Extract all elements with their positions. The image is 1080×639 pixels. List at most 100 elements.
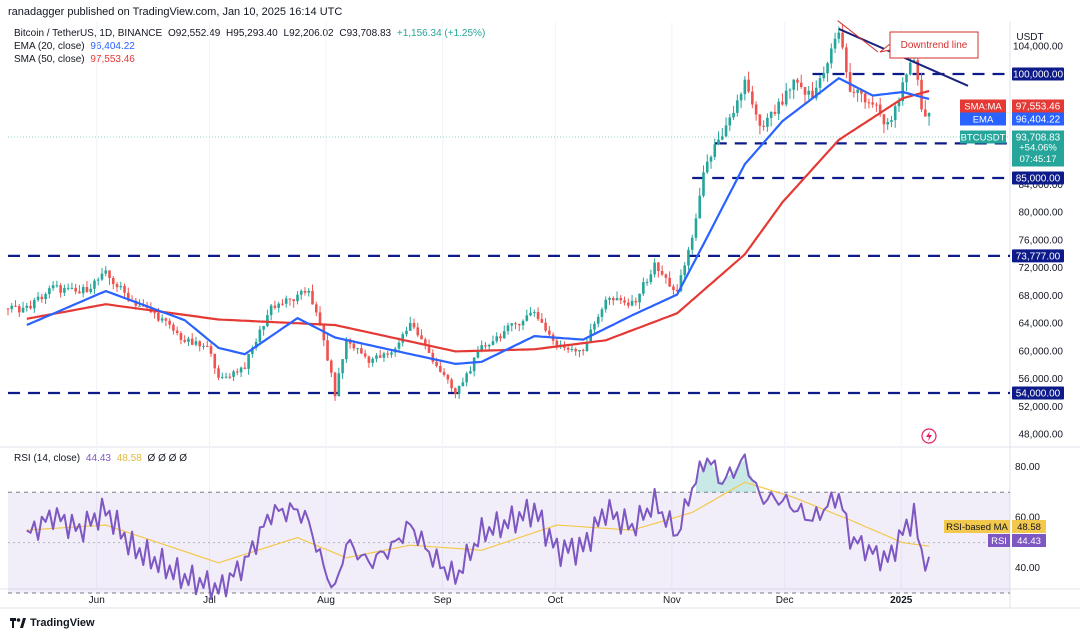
candle-body — [604, 299, 608, 310]
sma-legend[interactable]: SMA (50, close) 97,553.46 — [14, 54, 135, 65]
candle-body — [40, 296, 44, 300]
candle-body — [303, 290, 307, 293]
candle-body — [574, 349, 577, 352]
candle-body — [705, 161, 709, 173]
candle-body — [920, 79, 923, 110]
candle-body — [55, 285, 59, 287]
candle-body — [243, 367, 247, 369]
candle-body — [81, 286, 85, 294]
candle-body — [525, 315, 529, 321]
rsi-axis-tick: 40.00 — [1015, 563, 1040, 574]
candle-body — [412, 322, 416, 328]
candle-body — [168, 320, 171, 325]
candle-body — [401, 334, 405, 343]
symbol-name: Bitcoin / TetherUS, 1D, BINANCE — [14, 28, 163, 39]
ohlc-high: H95,293.40 — [226, 28, 278, 39]
candle-body — [29, 305, 32, 309]
candle-body — [679, 275, 683, 292]
level-tag — [1012, 67, 1064, 81]
price-tag-name: EMA — [973, 115, 994, 126]
candle-body — [119, 285, 123, 288]
publisher-line: ranadagger published on TradingView.com,… — [8, 6, 343, 18]
candle-body — [833, 38, 837, 49]
price-axis-tick: 52,000.00 — [1019, 402, 1064, 413]
candle-body — [897, 101, 901, 107]
price-axis-tick: 56,000.00 — [1019, 374, 1064, 385]
candle-body — [408, 322, 412, 331]
candle-body — [893, 106, 897, 121]
rsi-tag-name-bg — [988, 534, 1010, 547]
price-tag-value: 96,404.22 — [1016, 115, 1061, 126]
candle-body — [882, 114, 886, 125]
candle-body — [860, 89, 863, 94]
tradingview-logo[interactable]: TradingView — [10, 617, 95, 629]
candle-body — [510, 323, 514, 326]
candle-body — [499, 336, 502, 339]
candle-body — [611, 298, 615, 301]
candle-body — [427, 345, 431, 353]
candle-body — [36, 296, 40, 300]
x-axis-label: Sep — [434, 595, 452, 606]
rsi-ma-line — [26, 481, 930, 564]
price-tag-name-bg — [960, 99, 1006, 113]
candle-body — [465, 373, 468, 383]
currency-label: USDT — [1016, 32, 1043, 43]
candle-body — [822, 73, 826, 79]
candle-body — [85, 286, 89, 292]
candle-body — [814, 87, 818, 99]
ohlc-low: L92,206.02 — [283, 28, 334, 39]
candle-body — [724, 125, 728, 137]
candle-body — [660, 270, 664, 275]
candle-body — [217, 368, 220, 378]
candle-body — [698, 195, 702, 219]
level-tag-label: 54,000.00 — [1016, 388, 1061, 399]
rsi-tag-value-bg — [1012, 534, 1046, 547]
rsi-tag-value: 44.43 — [1017, 536, 1041, 547]
candle-body — [769, 111, 773, 118]
candle-body — [837, 32, 841, 39]
candle-body — [788, 89, 792, 91]
rsi-extra-values: Ø Ø Ø Ø — [147, 453, 187, 464]
ema-legend[interactable]: EMA (20, close) 96,404.22 — [14, 41, 135, 52]
candle-body — [330, 360, 333, 373]
candle-body — [781, 101, 784, 105]
candle-body — [284, 298, 288, 304]
candle-body — [469, 371, 472, 374]
candle-body — [484, 345, 487, 347]
candle-body — [251, 347, 254, 354]
candle-body — [450, 379, 453, 389]
candle-body — [224, 376, 228, 378]
candle-body — [630, 300, 634, 306]
candle-body — [521, 320, 525, 326]
candle-body — [890, 120, 893, 122]
candle-body — [514, 323, 517, 325]
candle-body — [923, 109, 927, 117]
candle-body — [683, 265, 686, 276]
candle-body — [533, 311, 536, 313]
rsi-legend[interactable]: RSI (14, close) 44.43 48.58 Ø Ø Ø Ø — [14, 453, 187, 464]
candle-body — [378, 355, 382, 358]
candle-body — [299, 290, 303, 295]
candle-body — [690, 237, 694, 250]
annotation-pointer — [879, 42, 891, 53]
candle-body — [14, 305, 17, 307]
candle-body — [766, 117, 769, 127]
candle-body — [59, 285, 62, 293]
flash-icon[interactable] — [921, 428, 937, 444]
candle-body — [160, 318, 164, 321]
candle-body — [187, 338, 190, 342]
candle-body — [600, 309, 604, 317]
candle-body — [830, 48, 833, 64]
candle-body — [179, 333, 183, 340]
candle-body — [89, 288, 93, 292]
candle-body — [333, 372, 337, 397]
candle-body — [796, 79, 799, 83]
candle-body — [675, 290, 679, 292]
candle-body — [164, 318, 168, 321]
candle-body — [258, 329, 262, 342]
candle-body — [638, 293, 641, 303]
candle-body — [905, 74, 908, 83]
candle-body — [254, 341, 258, 348]
candle-body — [63, 288, 66, 293]
